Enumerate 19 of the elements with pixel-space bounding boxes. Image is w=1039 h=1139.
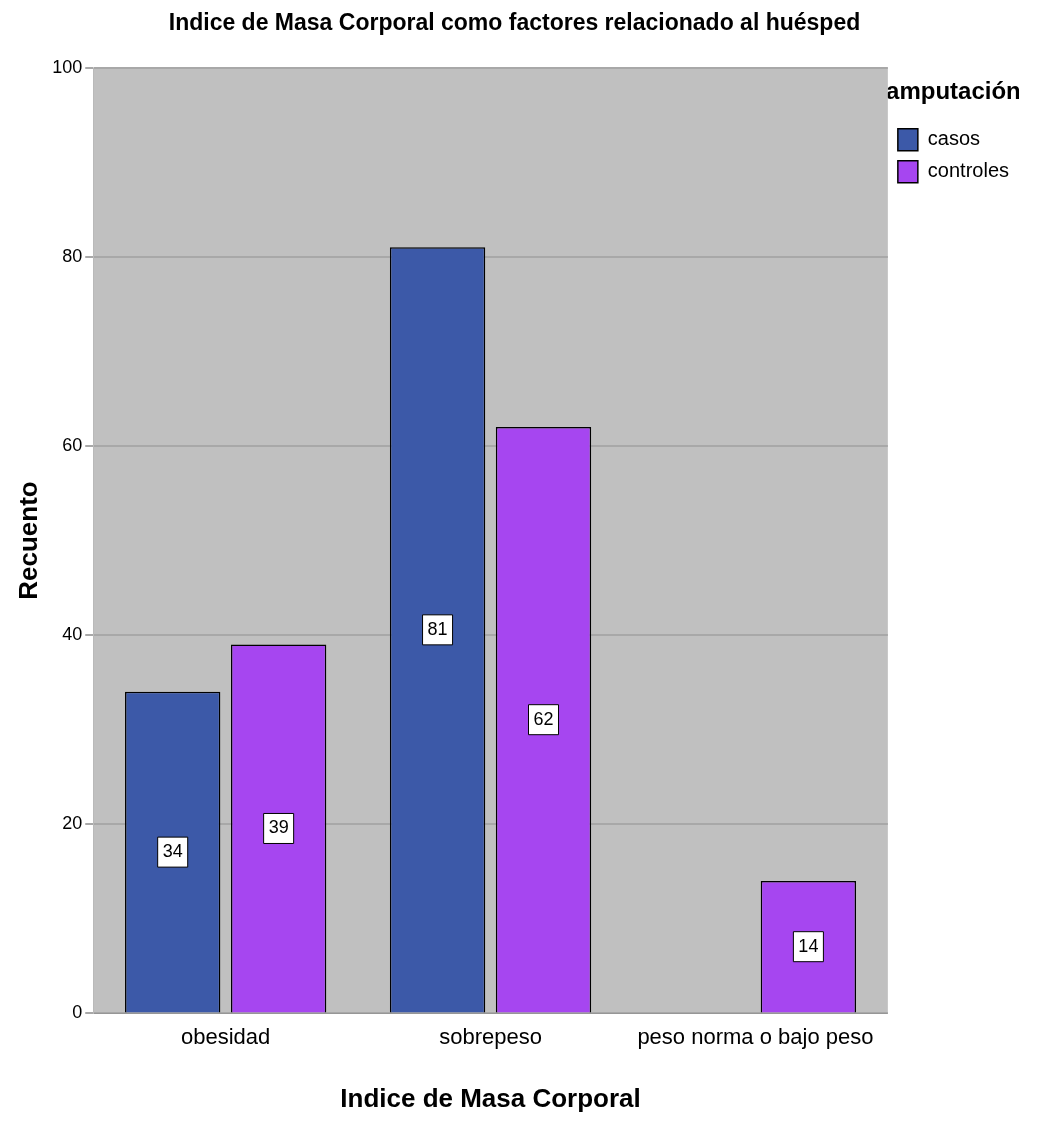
data-label: 62 bbox=[533, 708, 554, 729]
legend-label: controles bbox=[927, 159, 1009, 182]
y-tick-label: 40 bbox=[62, 624, 83, 645]
data-label: 39 bbox=[268, 817, 289, 838]
x-axis-title: Indice de Masa Corporal bbox=[340, 1082, 641, 1113]
y-axis-title: Recuento bbox=[12, 481, 43, 600]
x-tick-label: obesidad bbox=[181, 1023, 271, 1049]
y-tick-label: 20 bbox=[62, 813, 83, 834]
data-label: 14 bbox=[798, 935, 819, 956]
data-label: 34 bbox=[162, 841, 183, 862]
data-label: 81 bbox=[427, 618, 448, 639]
legend-label: casos bbox=[927, 127, 981, 150]
y-tick-label: 100 bbox=[52, 56, 83, 77]
x-tick-label: sobrepeso bbox=[439, 1023, 542, 1049]
y-tick-label: 0 bbox=[72, 1002, 83, 1023]
chart-title: Indice de Masa Corporal como factores relacionado al huésped bbox=[168, 9, 861, 36]
y-tick-label: 60 bbox=[62, 434, 83, 455]
y-tick-label: 80 bbox=[62, 245, 83, 266]
x-tick-label: peso norma o bajo peso bbox=[637, 1023, 874, 1049]
